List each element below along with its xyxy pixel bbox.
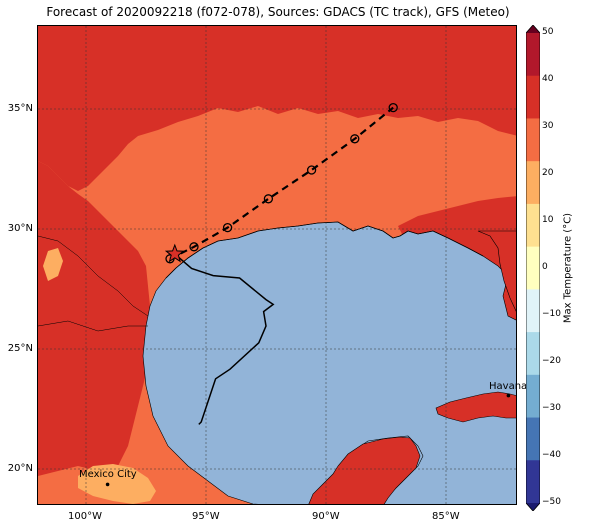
gulf-of-mexico <box>142 221 516 504</box>
forecast-point-2[interactable] <box>222 222 233 233</box>
lat-label-35: 35°N <box>7 103 33 114</box>
colorbar-tick-label: −20 <box>542 356 561 366</box>
land-cool-mexico <box>78 464 156 504</box>
lon-label-90: 90°W <box>312 511 340 522</box>
colorbar-segment-3 <box>526 161 540 205</box>
forecast-point-4[interactable] <box>306 165 317 175</box>
lon-label-85: 85°W <box>432 511 460 522</box>
colorbar-segment-8 <box>526 374 540 419</box>
forecast-point-1[interactable] <box>189 242 199 252</box>
border-lines <box>38 235 149 332</box>
colorbar-segment-7 <box>526 332 540 376</box>
city-label-mexico-city: Mexico City <box>79 469 137 480</box>
colorbar <box>526 25 540 511</box>
colorbar-tick-label: −30 <box>542 403 561 413</box>
colorbar-tick-label: −10 <box>542 309 561 319</box>
lat-label-30: 30°N <box>7 223 33 234</box>
land-warm-west <box>38 161 153 476</box>
forecast-point-6[interactable] <box>388 102 398 113</box>
colorbar-segment-9 <box>526 417 540 461</box>
map-title: Forecast of 2020092218 (f072-078), Sourc… <box>46 5 510 19</box>
land-warm-north <box>38 26 516 191</box>
forecast-point-3[interactable] <box>263 194 274 204</box>
city-label-havana: Havana <box>489 381 528 392</box>
colorbar-label: Max Temperature (°C) <box>562 212 574 324</box>
yucatan-peninsula <box>308 436 421 504</box>
forecast-points <box>165 102 398 264</box>
city-dot-1 <box>506 393 511 398</box>
colorbar-extend-min <box>526 503 540 511</box>
colorbar-tick-label: 50 <box>542 27 554 37</box>
star-icon[interactable] <box>164 243 185 263</box>
past-track-line <box>174 253 275 425</box>
current-position-star[interactable] <box>164 243 185 263</box>
colorbar-tick-label: 20 <box>542 168 554 178</box>
city-dots <box>105 393 511 487</box>
land-cool-texas <box>43 248 63 281</box>
land-warm-southeast <box>398 196 516 320</box>
lat-label-25: 25°N <box>7 343 33 354</box>
colorbar-segment-5 <box>526 246 540 290</box>
colorbar-segment-6 <box>526 289 540 333</box>
colorbar-tick-label: −40 <box>542 450 561 460</box>
city-dot-0 <box>105 482 110 487</box>
colorbar-segment-0 <box>526 33 540 77</box>
colorbar-tick-label: 30 <box>542 121 554 131</box>
colorbar-segment-10 <box>526 460 540 504</box>
colorbar-tick-label: 0 <box>542 262 548 272</box>
lon-label-95: 95°W <box>192 511 220 522</box>
colorbar-tick-label: 40 <box>542 74 554 84</box>
forecast-map[interactable] <box>37 25 517 505</box>
lat-label-20: 20°N <box>7 463 33 474</box>
colorbar-tick-label: −50 <box>542 497 561 507</box>
florida-peninsula <box>477 230 516 312</box>
forecast-track-line <box>169 106 394 260</box>
colorbar-extend-max <box>526 25 540 33</box>
cuba-island <box>435 391 516 423</box>
map-canvas <box>38 26 516 504</box>
coastline-north <box>165 221 484 279</box>
colorbar-tick-label: 10 <box>542 215 554 225</box>
colorbar-segment-4 <box>526 203 540 248</box>
lon-label-100: 100°W <box>68 511 102 522</box>
colorbar-segment-2 <box>526 118 540 162</box>
gridlines <box>38 26 516 504</box>
forecast-point-5[interactable] <box>350 134 360 144</box>
colorbar-segment-1 <box>526 75 540 119</box>
